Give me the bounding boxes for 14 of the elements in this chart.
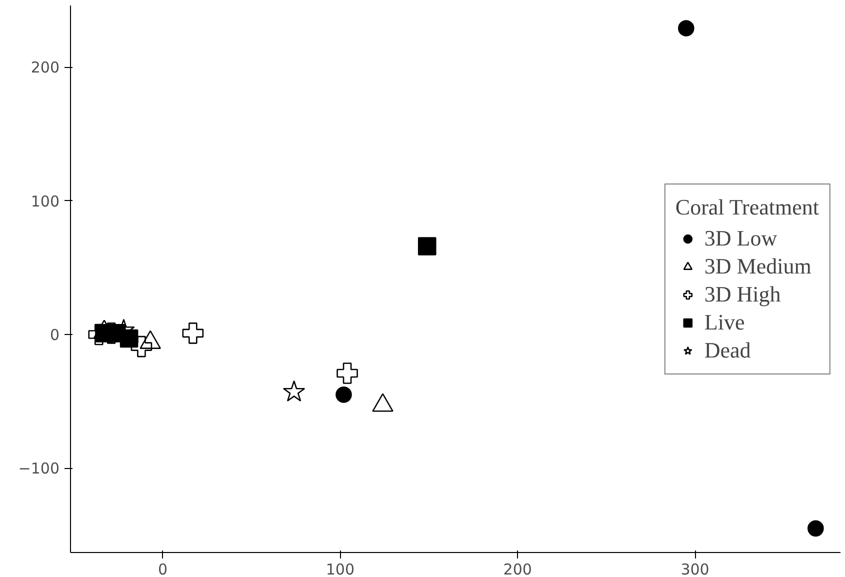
- legend-label: 3D High: [704, 281, 781, 307]
- x-tick-label: 200: [503, 560, 532, 577]
- y-tick-label: 200: [30, 58, 60, 77]
- legend-label: 3D Medium: [704, 253, 812, 279]
- x-tick-label: 100: [326, 560, 355, 577]
- legend-label: 3D Low: [704, 225, 778, 251]
- x-tick-label: 300: [680, 560, 710, 577]
- y-tick-label: 0: [50, 326, 60, 344]
- y-tick-label: 100: [30, 192, 60, 210]
- x-tick-label: 0: [158, 560, 168, 577]
- legend-label: Live: [704, 309, 745, 335]
- y-tick-label: −100: [18, 460, 60, 478]
- legend-title: Coral Treatment: [675, 194, 819, 220]
- legend-label: Dead: [704, 337, 751, 363]
